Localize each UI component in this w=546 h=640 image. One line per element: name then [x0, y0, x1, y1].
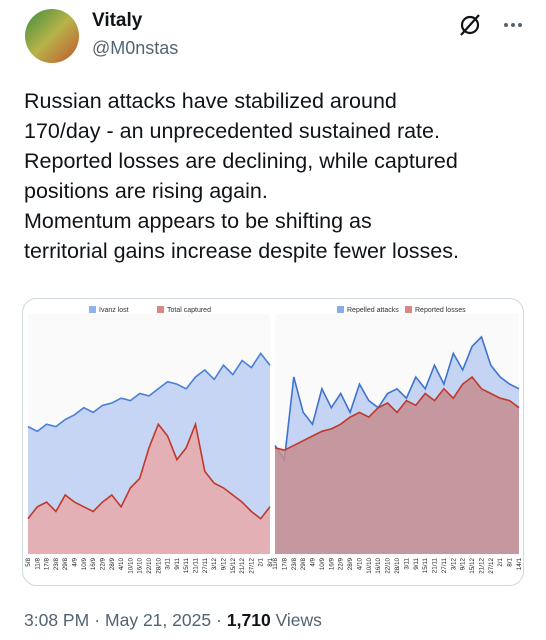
area [275, 377, 519, 554]
line [274, 335, 520, 462]
x-tick-label: 28/10 [155, 558, 162, 574]
header-icons [460, 14, 522, 36]
x-tick-label: 27/11 [202, 558, 209, 574]
x-tick-label: 5/8 [25, 558, 32, 567]
x-tick-label: 23/8 [291, 558, 298, 571]
x-tick-label: 2/1 [497, 558, 504, 567]
text-line: positions are rising again. [24, 179, 268, 203]
x-tick-label: 21/11 [193, 558, 200, 574]
x-tick-label: 4/9 [72, 558, 79, 567]
text-line: 170/day - an unprecedented sustained rat… [24, 119, 440, 143]
x-tick-label: 3/11 [165, 558, 172, 570]
x-tick-label: 9/11 [413, 558, 420, 570]
x-tick-label: 29/8 [62, 558, 69, 571]
author-name[interactable]: Vitaly [92, 10, 143, 31]
legend-swatch [157, 306, 164, 313]
x-tick-label: 10/10 [366, 558, 373, 574]
x-tick-label: 15/11 [183, 558, 190, 574]
x-tick-label: 16/10 [375, 558, 382, 574]
x-tick-label: 9/11 [174, 558, 181, 570]
x-tick-label: 10/9 [319, 558, 326, 571]
x-tick-label: 14/1 [516, 558, 523, 571]
x-tick-label: 4/10 [118, 558, 125, 571]
text-line: territorial gains increase despite fewer… [24, 239, 459, 263]
date[interactable]: May 21, 2025 [105, 610, 212, 630]
x-tick-label: 15/11 [422, 558, 429, 574]
views-label: Views [275, 610, 322, 630]
x-tick-label: 21/12 [478, 558, 485, 574]
legend-swatch [89, 306, 96, 313]
x-tick-label: 4/10 [356, 558, 363, 571]
avatar-image [25, 9, 79, 63]
line [27, 421, 271, 520]
legend-label: Reported losses [415, 307, 466, 314]
x-tick-label: 23/8 [53, 558, 60, 571]
x-tick-label: 3/12 [450, 558, 457, 571]
x-tick-label: 11/8 [34, 558, 41, 570]
line [274, 375, 520, 452]
grok-icon[interactable] [460, 14, 480, 36]
area [28, 424, 270, 554]
legend-label: Repelled attacks [347, 307, 399, 314]
x-tick-label: 28/10 [394, 558, 401, 574]
x-tick-label: 10/9 [81, 558, 88, 571]
x-tick-label: 28/9 [109, 558, 116, 571]
time: 3:08 PM [24, 610, 90, 630]
x-tick-label: 8/1 [267, 558, 274, 567]
x-tick-label: 27/11 [441, 558, 448, 574]
views-count: 1,710 [226, 610, 271, 630]
legend-label: Total captured [167, 307, 211, 314]
legend-label: Ivanz lost [99, 307, 129, 314]
x-tick-label: 3/11 [403, 558, 410, 570]
text-line: Momentum appears to be shifting as [24, 209, 372, 233]
x-tick-label: 16/9 [328, 558, 335, 571]
x-tick-label: 15/12 [469, 558, 476, 574]
tweet-footer: 3:08 PM · May 21, 2025 · 1,710 Views [24, 610, 327, 631]
x-tick-label: 28/9 [347, 558, 354, 571]
x-tick-label: 8/1 [507, 558, 514, 567]
x-tick-label: 3/12 [211, 558, 218, 571]
x-tick-label: 16/9 [90, 558, 97, 571]
x-tick-label: 21/12 [239, 558, 246, 574]
x-tick-label: 29/8 [300, 558, 307, 571]
x-tick-label: 22/9 [99, 558, 106, 571]
x-tick-label: 27/12 [488, 558, 495, 574]
x-tick-label: 4/9 [310, 558, 317, 567]
x-tick-label: 22/10 [385, 558, 392, 574]
x-tick-label: 21/11 [432, 558, 439, 574]
x-tick-label: 10/10 [127, 558, 134, 574]
legend-swatch [405, 306, 412, 313]
text-line: Russian attacks have stabilized around [24, 89, 397, 113]
x-tick-label: 9/12 [220, 558, 227, 571]
x-tick-label: 16/10 [137, 558, 144, 574]
x-tick-label: 15/12 [230, 558, 237, 574]
x-tick-label: 22/9 [338, 558, 345, 571]
x-tick-label: 17/8 [281, 558, 288, 571]
x-tick-label: 27/12 [248, 558, 255, 574]
separator: · [94, 610, 101, 630]
x-tick-label: 9/12 [460, 558, 467, 571]
author-handle[interactable]: @M0nstas [92, 38, 179, 58]
x-tick-label: 22/10 [146, 558, 153, 574]
avatar[interactable] [24, 8, 80, 64]
legend-swatch [337, 306, 344, 313]
x-tick-label: 17/8 [44, 558, 51, 571]
more-icon[interactable] [504, 23, 522, 27]
x-tick-label: 2/1 [258, 558, 265, 567]
text-line: Reported losses are declining, while cap… [24, 149, 458, 173]
separator: · [216, 610, 222, 630]
tweet-text: Russian attacks have stabilized around 17… [24, 86, 459, 266]
line [27, 352, 271, 433]
x-tick-label: 11/8 [272, 558, 279, 570]
